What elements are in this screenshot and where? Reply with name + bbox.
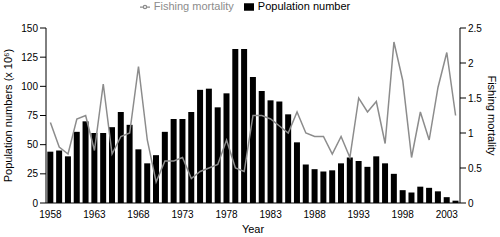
- svg-text:1963: 1963: [83, 209, 106, 220]
- svg-text:1968: 1968: [127, 209, 150, 220]
- svg-text:25: 25: [27, 168, 39, 179]
- svg-text:100: 100: [21, 81, 38, 92]
- svg-text:Population numbers (x 10⁶): Population numbers (x 10⁶): [8, 49, 14, 183]
- svg-text:50: 50: [27, 139, 39, 150]
- svg-text:1988: 1988: [304, 209, 327, 220]
- svg-text:Fishing mortality: Fishing mortality: [486, 75, 492, 156]
- svg-text:0.5: 0.5: [468, 163, 482, 174]
- svg-text:150: 150: [21, 23, 38, 34]
- svg-text:0: 0: [468, 198, 474, 209]
- svg-text:1973: 1973: [171, 209, 194, 220]
- svg-text:125: 125: [21, 52, 38, 63]
- svg-text:75: 75: [27, 110, 39, 121]
- svg-text:2: 2: [468, 58, 474, 69]
- svg-text:1983: 1983: [259, 209, 282, 220]
- svg-text:1993: 1993: [348, 209, 371, 220]
- svg-text:2.5: 2.5: [468, 23, 482, 34]
- svg-text:1958: 1958: [39, 209, 62, 220]
- svg-text:2003: 2003: [436, 209, 459, 220]
- html-text:Fishing mortality: Fishing mortality: [153, 0, 234, 12]
- svg-text:Year: Year: [242, 223, 265, 235]
- svg-text:0: 0: [32, 198, 38, 209]
- svg-text:1: 1: [468, 128, 474, 139]
- html-text:Population number: Population number: [257, 0, 351, 12]
- svg-text:1998: 1998: [392, 209, 415, 220]
- svg-text:1978: 1978: [215, 209, 238, 220]
- svg-text:1.5: 1.5: [468, 93, 482, 104]
